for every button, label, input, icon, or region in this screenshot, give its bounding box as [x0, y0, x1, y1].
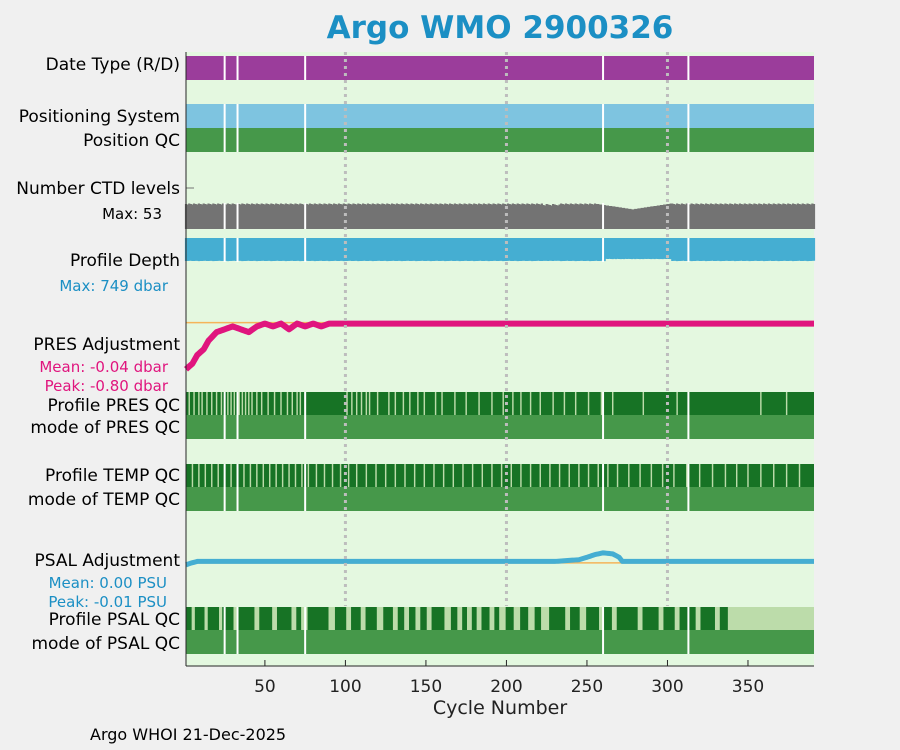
label-pres-adjustment: PRES Adjustment	[33, 335, 180, 355]
mode-pres-qc-band	[186, 415, 814, 439]
profile-psal-qc-probable-1	[204, 607, 208, 630]
profile-psal-qc-probable-11	[376, 607, 384, 630]
label-pres-mean: Mean: -0.04 dbar	[39, 358, 169, 376]
label-psal-peak: Peak: -0.01 PSU	[48, 593, 167, 611]
profile-psal-qc-probable-14	[415, 607, 421, 630]
footer-credit: Argo WHOI 21-Dec-2025	[90, 725, 287, 744]
profile-psal-qc-probable-19	[476, 607, 482, 630]
pres-series-gap	[522, 336, 533, 350]
label-date-type: Date Type (R/D)	[46, 55, 180, 75]
date-type-band	[186, 56, 814, 80]
positioning-system-band	[186, 104, 814, 128]
x-tick-label-300: 300	[651, 677, 683, 697]
profile-psal-qc-probable-26	[579, 607, 587, 630]
profile-psal-qc-probable-3	[233, 607, 237, 630]
psal-adjustment-series	[185, 550, 815, 568]
label-mode-psal-qc: mode of PSAL QC	[31, 634, 180, 654]
label-profile-depth: Profile Depth	[70, 251, 180, 271]
label-mode-temp-qc: mode of TEMP QC	[28, 490, 180, 510]
chart-title: Argo WMO 2900326	[326, 10, 674, 46]
x-tick-label-350: 350	[732, 677, 764, 697]
profile-psal-qc-probable-10	[360, 607, 366, 630]
profile-psal-qc-probable-13	[404, 607, 410, 630]
pres-series-gap	[688, 336, 692, 350]
profile-psal-qc-probable-21	[499, 607, 506, 630]
label-ctd-max: Max: 53	[102, 205, 162, 223]
x-tick-label-100: 100	[329, 677, 361, 697]
profile-psal-qc-probable-20	[489, 607, 495, 630]
profile-pres-qc-good	[186, 392, 814, 415]
profile-psal-qc-probable-30	[658, 607, 664, 630]
profile-psal-qc-probable-18	[466, 607, 472, 630]
profile-psal-qc-probable-12	[392, 607, 398, 630]
profile-psal-qc-probable-25	[565, 607, 571, 630]
profile-psal-qc-probable-4	[254, 607, 260, 630]
profile-psal-qc-probable-32	[695, 607, 701, 630]
label-psal-adjustment: PSAL Adjustment	[35, 551, 181, 571]
profile-psal-qc-probable-16	[444, 607, 451, 630]
profile-psal-qc-probable-33	[714, 607, 720, 630]
profile-psal-qc-probable-2	[219, 607, 223, 630]
position-qc-band	[186, 128, 814, 152]
x-tick-label-50: 50	[254, 677, 276, 697]
profile-psal-qc-probable-17	[457, 607, 463, 630]
profile-temp-qc-good	[186, 464, 814, 487]
label-position-qc: Position QC	[83, 131, 180, 151]
label-profile-temp-qc: Profile TEMP QC	[45, 466, 180, 486]
label-psal-mean: Mean: 0.00 PSU	[49, 574, 167, 592]
mode-psal-qc-band	[186, 630, 814, 654]
ctd-levels-bars	[184, 203, 816, 229]
pres-adjustment-series	[184, 320, 816, 372]
profile-psal-qc-probable-23	[528, 607, 535, 630]
label-pres-peak: Peak: -0.80 dbar	[45, 377, 169, 395]
label-ctd-levels: Number CTD levels	[16, 179, 180, 199]
x-axis-label: Cycle Number	[432, 697, 568, 719]
profile-psal-qc-probable-31	[674, 607, 680, 630]
profile-psal-qc-probable-8	[328, 607, 335, 630]
profile-psal-qc-probable-0	[191, 607, 195, 630]
profile-pres-qc-probable	[188, 392, 788, 415]
profile-psal-qc-probable-34	[727, 607, 814, 630]
profile-psal-qc-probable-22	[513, 607, 521, 630]
label-profile-psal-qc: Profile PSAL QC	[49, 610, 180, 630]
profile-depth-bars	[184, 238, 816, 262]
profile-psal-qc-probable-6	[291, 607, 297, 630]
label-profile-pres-qc: Profile PRES QC	[47, 396, 180, 416]
x-tick-label-250: 250	[571, 677, 603, 697]
label-depth-max: Max: 749 dbar	[59, 277, 168, 295]
profile-psal-qc-probable-29	[637, 607, 643, 630]
profile-psal-qc-probable-24	[541, 607, 550, 630]
profile-psal-qc-probable-28	[611, 607, 617, 630]
x-tick-label-200: 200	[490, 677, 522, 697]
profile-psal-qc-probable-15	[426, 607, 432, 630]
profile-psal-qc-probable-27	[599, 607, 604, 630]
profile-psal-qc-probable-9	[346, 607, 352, 630]
profile-psal-qc-probable-5	[272, 607, 277, 630]
label-positioning-system: Positioning System	[19, 107, 180, 127]
label-mode-pres-qc: mode of PRES QC	[30, 418, 180, 438]
x-tick-label-150: 150	[410, 677, 442, 697]
mode-temp-qc-band	[186, 487, 814, 511]
